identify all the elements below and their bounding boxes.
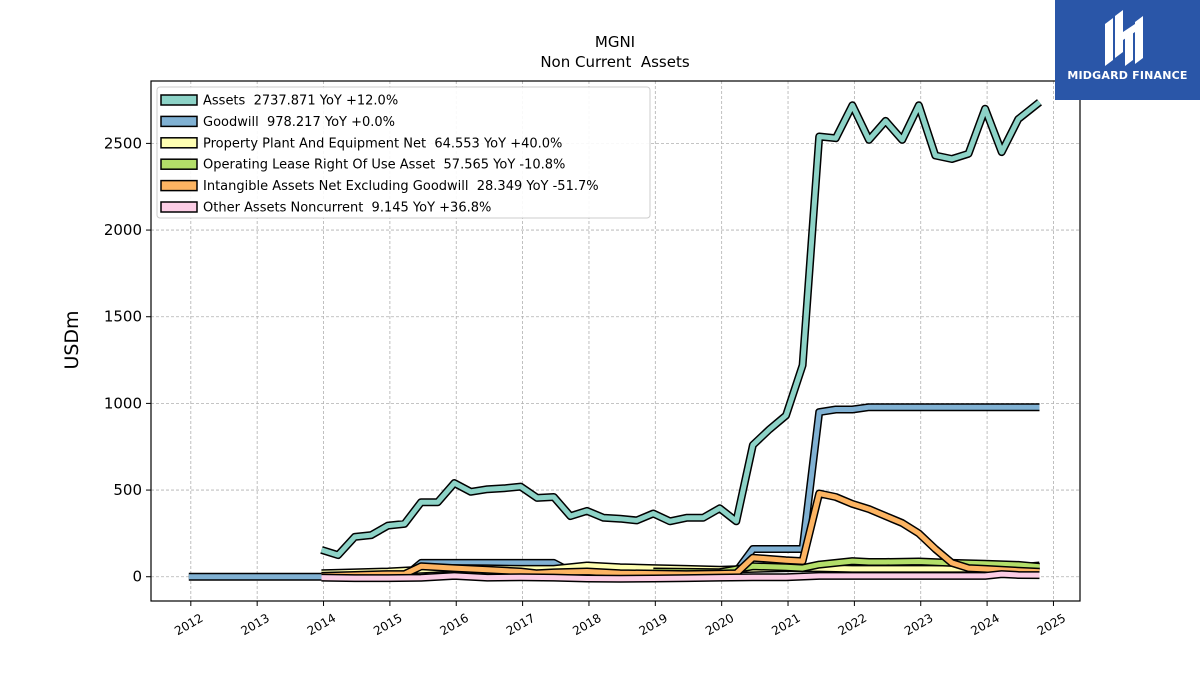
x-tick-label: 2012	[172, 611, 205, 638]
legend-swatch	[160, 158, 198, 170]
series-line	[321, 491, 1040, 579]
x-tick-label: 2025	[1035, 611, 1068, 638]
x-tick-label: 2017	[504, 611, 537, 638]
series-line	[321, 571, 1040, 582]
x-tick-label: 2021	[769, 611, 802, 638]
legend-label: Operating Lease Right Of Use Asset 57.56…	[203, 158, 565, 173]
legend-swatch	[160, 137, 198, 149]
legend-swatch	[160, 94, 198, 106]
x-tick-label: 2016	[438, 611, 471, 638]
y-tick-label: 1500	[104, 308, 142, 326]
x-tick-label: 2015	[371, 611, 404, 638]
y-tick-label: 2000	[104, 221, 142, 239]
y-tick-label: 1000	[104, 394, 142, 412]
legend-label: Property Plant And Equipment Net 64.553 …	[203, 136, 562, 151]
y-axis-label: USDm	[61, 310, 83, 369]
legend-swatch	[160, 179, 198, 192]
y-tick-label: 500	[113, 481, 142, 499]
x-tick-label: 2023	[902, 611, 935, 638]
x-tick-label: 2024	[968, 611, 1001, 638]
y-tick-label: 2500	[104, 134, 142, 152]
series-line-outline	[188, 403, 1040, 581]
chart-title: MGNI	[595, 33, 635, 51]
x-tick-label: 2020	[703, 611, 736, 638]
series-line	[320, 100, 1042, 558]
x-tick-label: 2022	[836, 611, 869, 638]
x-tick-label: 2018	[570, 611, 603, 638]
series-line	[188, 404, 1040, 580]
legend-swatch	[160, 115, 198, 128]
x-tick-label: 2013	[238, 611, 271, 638]
x-tick-label: 2019	[637, 611, 670, 638]
legend-label: Other Assets Noncurrent 9.145 YoY +36.8%	[203, 201, 491, 216]
legend-box	[156, 86, 651, 219]
legend-label: Assets 2737.871 YoY +12.0%	[203, 94, 398, 109]
logo-text: MIDGARD FINANCE	[1067, 69, 1188, 82]
chart-subtitle: Non Current Assets	[540, 53, 690, 71]
legend-label: Goodwill 978.217 YoY +0.0%	[203, 115, 395, 130]
x-tick-label: 2014	[305, 611, 338, 638]
y-tick-label: 0	[132, 568, 142, 586]
legend-swatch	[160, 201, 198, 213]
plot-frame	[150, 80, 1081, 602]
legend-label: Intangible Assets Net Excluding Goodwill…	[203, 179, 599, 194]
brand-logo: MIDGARD FINANCE	[1055, 0, 1200, 100]
midgard-logo-icon	[1105, 10, 1143, 66]
